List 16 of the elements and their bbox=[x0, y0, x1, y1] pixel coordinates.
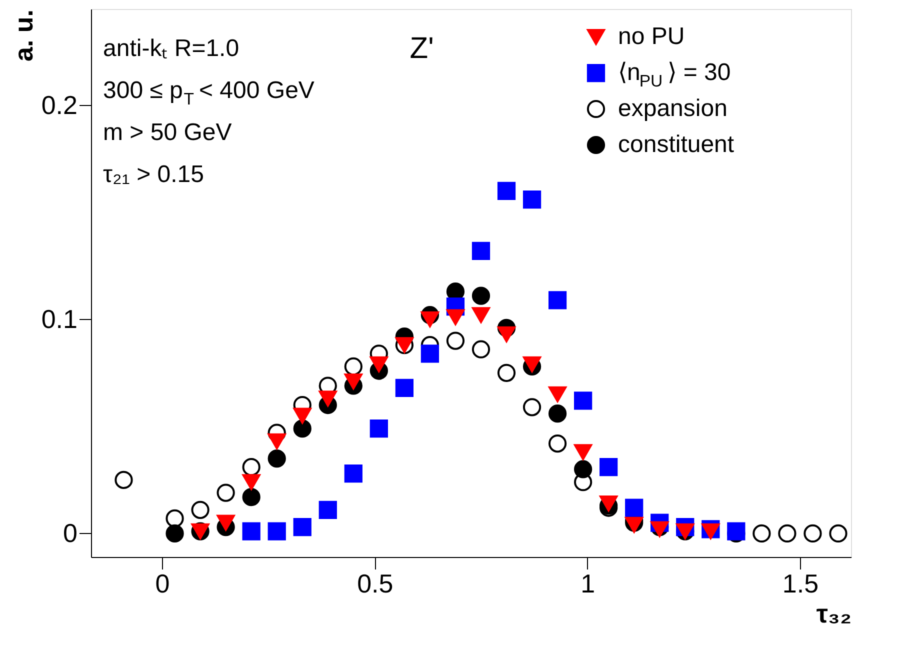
legend-label: no PU bbox=[618, 23, 685, 50]
y-tick-label: 0.1 bbox=[41, 304, 78, 334]
y-tick-label: 0.2 bbox=[41, 90, 78, 120]
legend-label: constituent bbox=[618, 131, 734, 158]
annotation: τ₂₁ > 0.15 bbox=[103, 161, 204, 188]
y-axis-title: a. u. bbox=[8, 10, 38, 62]
annotation: m > 50 GeV bbox=[103, 119, 232, 146]
x-tick-label: 1 bbox=[580, 568, 596, 598]
x-tick-label: 1.5 bbox=[782, 568, 819, 598]
x-tick-label: 0 bbox=[155, 568, 170, 598]
legend-label: expansion bbox=[618, 95, 728, 122]
x-tick-label: 0.5 bbox=[357, 568, 394, 598]
annotation: Z' bbox=[410, 32, 434, 65]
x-axis-title: τ₃₂ bbox=[816, 598, 852, 628]
annotation: anti-kₜ R=1.0 bbox=[103, 35, 240, 62]
y-tick-label: 0 bbox=[63, 518, 78, 548]
